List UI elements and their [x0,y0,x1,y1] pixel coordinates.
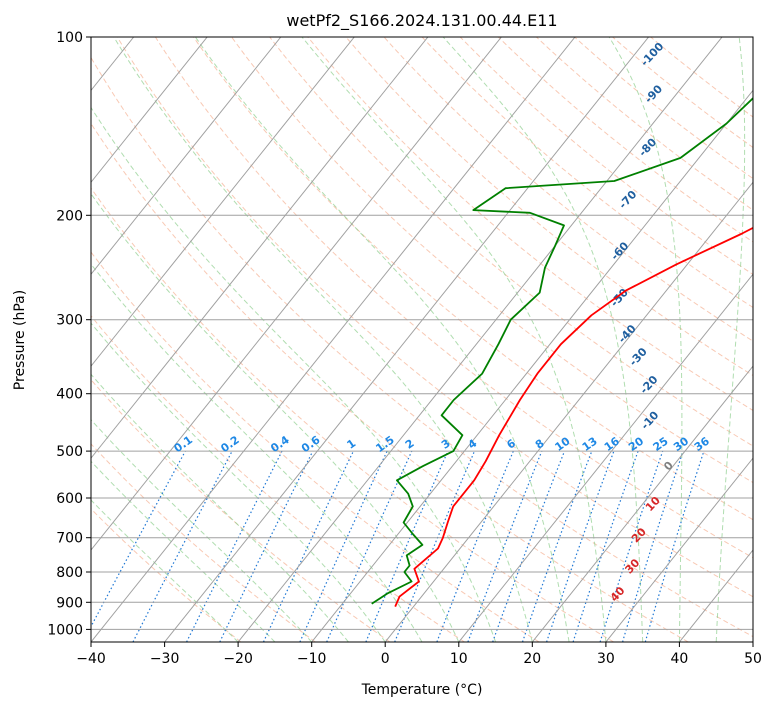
x-tick-label: 40 [670,651,688,667]
isotherm-line [91,37,355,367]
series-group [371,97,753,607]
dry-adiabat-line [116,37,753,598]
isotherm-line [311,89,753,642]
y-tick-label: 1000 [47,622,83,638]
moist-adiabat-line [113,37,533,642]
isotherm-line [91,37,576,642]
isotherm-line [531,365,753,642]
isotherm-line [91,37,208,184]
temperature-line [394,226,753,607]
x-tick-label: 30 [597,651,615,667]
background-lines [91,37,753,642]
dry-adiabat-line [91,251,540,642]
mixing-ratio-line [219,450,314,642]
x-tick-label: −20 [223,651,253,667]
y-tick-label: 100 [56,30,83,46]
y-tick-label: 500 [56,444,83,460]
dry-adiabat-line [574,37,753,180]
mixing-ratio-line [91,450,186,628]
moist-adiabat-line [91,263,423,642]
x-tick-label: −40 [76,651,106,667]
moist-adiabat-line [91,460,276,642]
axis-ticks: −40 −30 −20 −10 0 10 20 30 40 50 100 200 300 400 500 60… [47,30,762,667]
mixing-ratio-line [644,450,705,642]
dry-adiabat-line [91,315,465,642]
y-tick-label: 400 [56,387,83,403]
isotherm-line [384,181,753,642]
mixing-ratio-line [521,450,593,642]
dry-adiabat-line [345,37,753,377]
y-tick-label: 900 [56,595,83,611]
mixing-ratio-line [299,450,388,642]
x-tick-label: 20 [523,651,541,667]
moist-adiabat-line [608,37,683,642]
dry-adiabat-line [231,37,753,484]
dry-adiabat-line [307,37,753,412]
y-tick-label: 200 [56,208,83,224]
isotherm-line [605,457,753,642]
grid-lines [91,37,753,642]
y-tick-label: 700 [56,531,83,547]
mixing-ratio-line [546,450,615,642]
isotherm-line [91,37,502,551]
moist-adiabat-line [91,373,349,642]
dry-adiabat-line [91,508,242,642]
mixing-ratio-line [599,450,664,642]
moist-adiabat-line [301,37,607,642]
dry-adiabat-line [612,37,753,149]
moist-adiabat-line [91,322,386,642]
isotherm-line [458,273,753,642]
isotherm-line [91,37,282,276]
x-axis-label: Temperature (°C) [361,682,483,698]
dry-adiabat-line [91,122,689,642]
chart-title: wetPf2_S166.2024.131.00.44.E11 [286,11,557,31]
moist-adiabat-line [442,37,644,642]
dry-adiabat-line [421,37,753,309]
mixing-ratio-line [622,450,684,642]
y-tick-label: 600 [56,491,83,507]
mixing-ratio-line [394,450,476,642]
mixing-ratio-line [326,450,413,642]
dry-adiabat-line [383,37,753,342]
dry-adiabat-line [193,37,753,521]
mixing-ratio-line [365,450,449,642]
x-tick-label: 50 [744,651,762,667]
x-tick-label: −30 [150,651,180,667]
y-tick-label: 800 [56,565,83,581]
moist-adiabat-line [91,192,460,642]
y-axis-label: Pressure (hPa) [12,290,28,390]
dry-adiabat-line [154,37,753,559]
y-tick-label: 300 [56,313,83,329]
dewpoint-line [371,97,753,605]
moist-adiabat-line [91,419,313,642]
mixing-ratio-line [572,450,639,642]
x-tick-label: 0 [381,651,390,667]
dry-adiabat-line [91,187,614,642]
plot-frame [90,36,754,643]
moist-adiabat-line [715,37,746,642]
dry-adiabat-line [497,37,753,243]
x-tick-label: −10 [297,651,327,667]
dry-adiabat-line [269,37,753,447]
isotherm-line [237,37,723,642]
x-tick-label: 10 [450,651,468,667]
dry-adiabat-line [91,443,316,642]
isotherm-line [164,37,649,642]
isotherm-line [91,37,429,459]
mixing-ratio-line [262,450,354,642]
